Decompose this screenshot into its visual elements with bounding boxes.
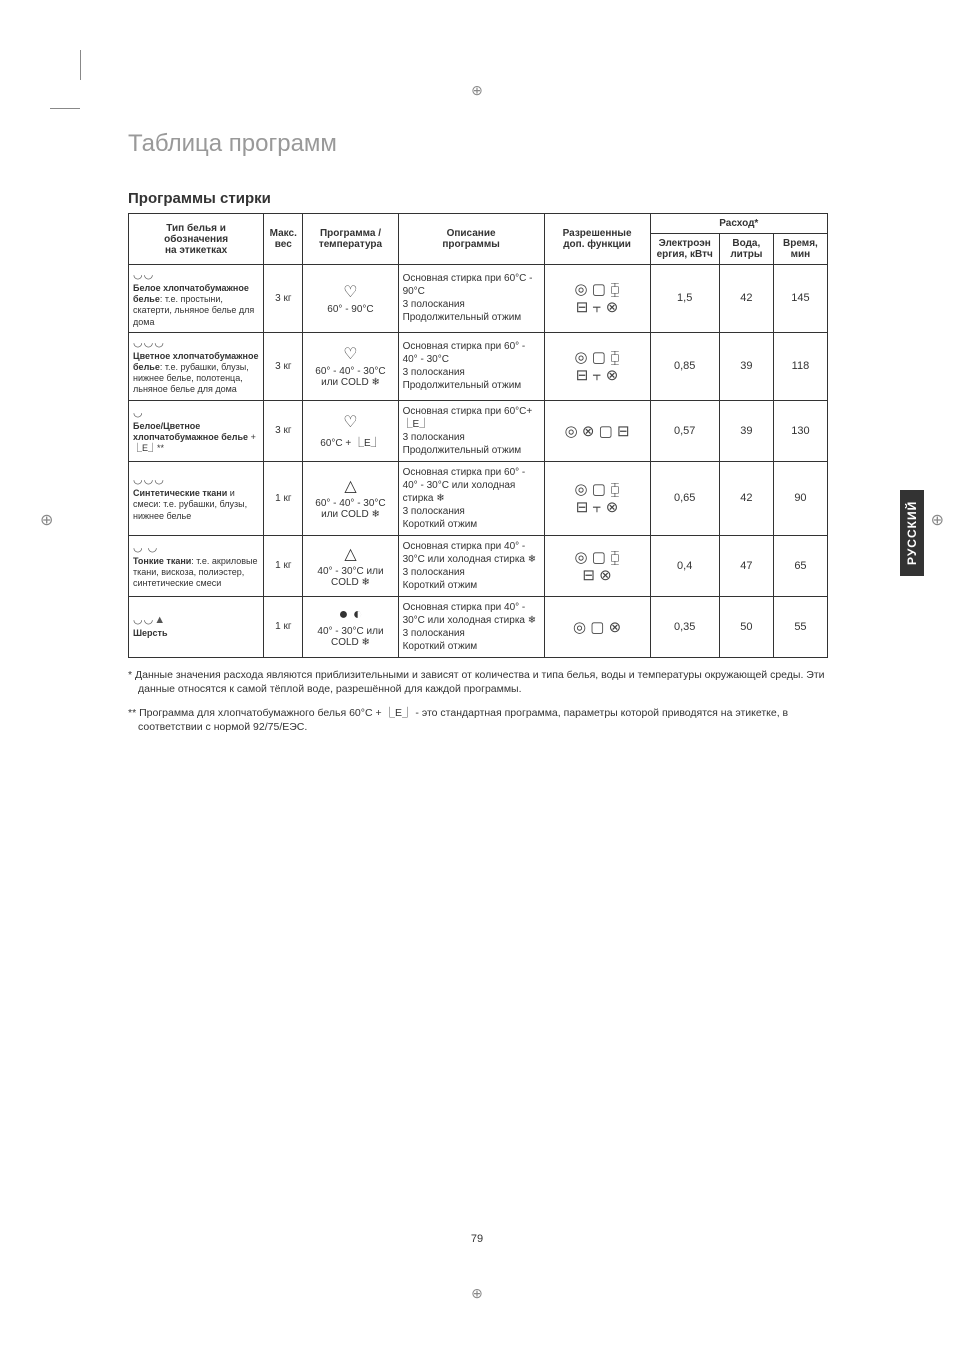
description-cell: Основная стирка при 60°C - 90°C3 полоска… [398, 265, 544, 333]
header-consumption: Расход* [650, 214, 827, 234]
program-icon: △ [307, 476, 393, 496]
energy-cell: 0,35 [650, 596, 719, 657]
page-number: 79 [471, 1233, 483, 1245]
care-icons: ◡◡◡ [133, 474, 165, 486]
time-cell: 55 [773, 596, 827, 657]
care-icons: ◡ [133, 407, 144, 419]
water-cell: 42 [719, 461, 773, 535]
functions-cell: ◎ ▢ ⊗ [544, 596, 650, 657]
table-row: ◡Белое/Цветное хлопчатобумажное белье + … [129, 400, 828, 461]
header-time: Время, мин [773, 234, 827, 265]
time-cell: 145 [773, 265, 827, 333]
weight-cell: 3 кг [264, 400, 303, 461]
water-cell: 50 [719, 596, 773, 657]
program-cell: △40° - 30°C или COLD ❄ [303, 535, 398, 596]
water-cell: 47 [719, 535, 773, 596]
label-cell: ◡ ◡Тонкие ткани: т.е. акриловые ткани, в… [129, 535, 264, 596]
table-row: ◡◡◡Цветное хлопчатобумажное белье: т.е. … [129, 332, 828, 400]
functions-cell: ◎ ⊗ ▢ ⊟ [544, 400, 650, 461]
header-weight: Макс. вес [264, 214, 303, 265]
registration-mark-top: ⊕ [471, 82, 483, 99]
care-icons: ◡◡▲ [133, 614, 166, 626]
weight-cell: 3 кг [264, 332, 303, 400]
functions-cell: ◎ ▢ ⧮⊟ ⊗ [544, 535, 650, 596]
program-cell: ♡60° - 40° - 30°C или COLD ❄ [303, 332, 398, 400]
table-row: ◡ ◡Тонкие ткани: т.е. акриловые ткани, в… [129, 535, 828, 596]
header-description: Описание программы [398, 214, 544, 265]
time-cell: 90 [773, 461, 827, 535]
header-functions: Разрешенные доп. функции [544, 214, 650, 265]
page-title: Таблица программ [128, 130, 828, 158]
label-cell: ◡◡Белое хлопчатобумажное белье: т.е. про… [129, 265, 264, 333]
program-icon: ● ◐ [307, 606, 393, 624]
label-cell: ◡◡◡Синтетические ткани и смеси: т.е. руб… [129, 461, 264, 535]
description-cell: Основная стирка при 60° - 40° - 30°C или… [398, 461, 544, 535]
footnote-2: ** Программа для хлопчатобумажного белья… [128, 706, 828, 734]
header-program: Программа / температура [303, 214, 398, 265]
time-cell: 130 [773, 400, 827, 461]
section-heading: Программы стирки [128, 190, 828, 207]
header-water: Вода, литры [719, 234, 773, 265]
energy-cell: 0,65 [650, 461, 719, 535]
label-cell: ◡◡▲Шерсть [129, 596, 264, 657]
header-label: Тип белья и обозначения на этикетках [129, 214, 264, 265]
energy-cell: 1,5 [650, 265, 719, 333]
functions-cell: ◎ ▢ ⧮⊟ ⫟ ⊗ [544, 332, 650, 400]
programs-table: Тип белья и обозначения на этикетках Мак… [128, 213, 828, 658]
label-cell: ◡Белое/Цветное хлопчатобумажное белье + … [129, 400, 264, 461]
program-icon: ♡ [307, 344, 393, 364]
energy-cell: 0,57 [650, 400, 719, 461]
description-cell: Основная стирка при 40° - 30°C или холод… [398, 535, 544, 596]
table-row: ◡◡◡Синтетические ткани и смеси: т.е. руб… [129, 461, 828, 535]
energy-cell: 0,85 [650, 332, 719, 400]
description-cell: Основная стирка при 60° - 40° - 30°C3 по… [398, 332, 544, 400]
water-cell: 42 [719, 265, 773, 333]
footnote-1: * Данные значения расхода являются прибл… [128, 668, 828, 696]
time-cell: 65 [773, 535, 827, 596]
care-icons: ◡ ◡ [133, 542, 158, 554]
header-energy: Электроэн ергия, кВтч [650, 234, 719, 265]
program-icon: △ [307, 544, 393, 564]
table-row: ◡◡▲Шерсть1 кг● ◐40° - 30°C или COLD ❄Осн… [129, 596, 828, 657]
program-cell: △60° - 40° - 30°C или COLD ❄ [303, 461, 398, 535]
weight-cell: 1 кг [264, 461, 303, 535]
table-row: ◡◡Белое хлопчатобумажное белье: т.е. про… [129, 265, 828, 333]
program-cell: ♡60°C + ⎿E⏌ [303, 400, 398, 461]
label-cell: ◡◡◡Цветное хлопчатобумажное белье: т.е. … [129, 332, 264, 400]
registration-mark-bottom: ⊕ [471, 1285, 483, 1302]
align-mark-left: ⊕ [40, 510, 53, 530]
functions-cell: ◎ ▢ ⧮⊟ ⫟ ⊗ [544, 265, 650, 333]
care-icons: ◡◡ [133, 269, 154, 281]
weight-cell: 1 кг [264, 535, 303, 596]
functions-cell: ◎ ▢ ⧮⊟ ⫟ ⊗ [544, 461, 650, 535]
care-icons: ◡◡◡ [133, 337, 165, 349]
energy-cell: 0,4 [650, 535, 719, 596]
align-mark-right: ⊕ [931, 510, 944, 530]
weight-cell: 1 кг [264, 596, 303, 657]
language-tab: РУССКИЙ [900, 490, 924, 576]
water-cell: 39 [719, 400, 773, 461]
program-icon: ♡ [307, 282, 393, 302]
program-cell: ● ◐40° - 30°C или COLD ❄ [303, 596, 398, 657]
time-cell: 118 [773, 332, 827, 400]
description-cell: Основная стирка при 40° - 30°C или холод… [398, 596, 544, 657]
program-cell: ♡60° - 90°C [303, 265, 398, 333]
weight-cell: 3 кг [264, 265, 303, 333]
water-cell: 39 [719, 332, 773, 400]
description-cell: Основная стирка при 60°C+ ⎿E⏌3 полоскани… [398, 400, 544, 461]
program-icon: ♡ [307, 412, 393, 432]
